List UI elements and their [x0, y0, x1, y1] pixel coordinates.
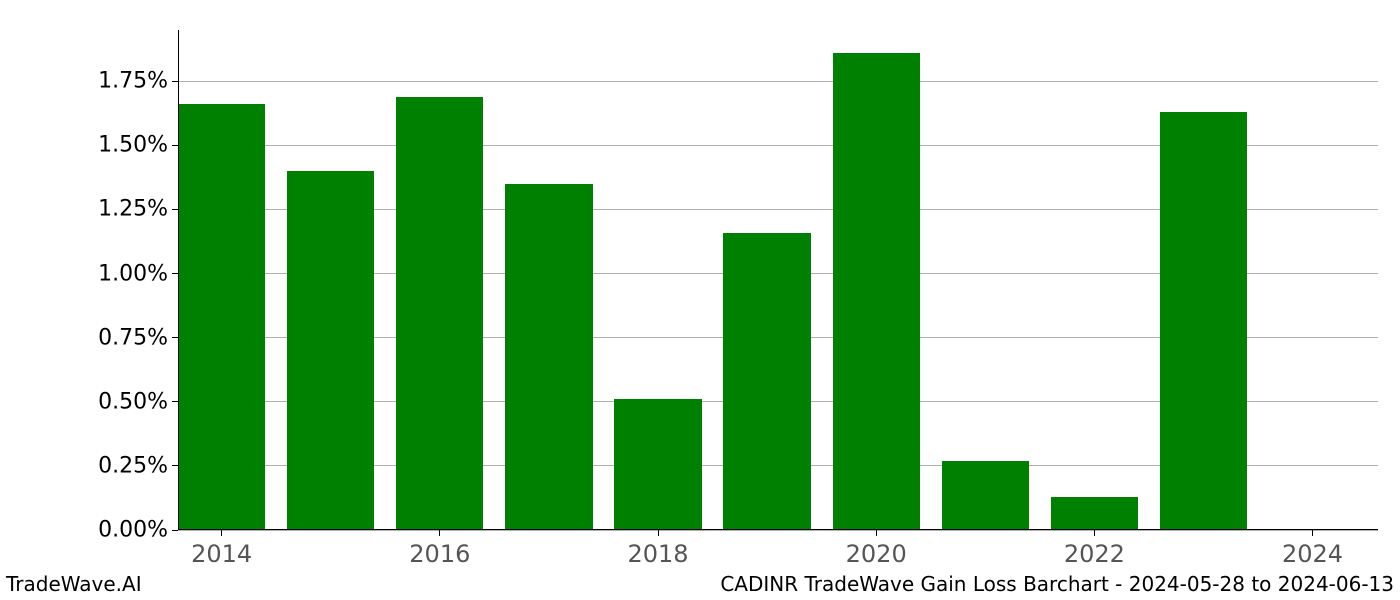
ytick-mark	[172, 145, 178, 146]
xtick-mark	[1312, 530, 1313, 536]
axis-spine-left	[178, 30, 179, 530]
bar	[505, 184, 592, 530]
ytick-label: 0.75%	[98, 325, 178, 350]
xtick-mark	[439, 530, 440, 536]
ytick-mark	[172, 273, 178, 274]
bar	[833, 53, 920, 530]
ytick-mark	[172, 530, 178, 531]
xtick-mark	[221, 530, 222, 536]
xtick-mark	[876, 530, 877, 536]
ytick-label: 1.25%	[98, 197, 178, 222]
ytick-mark	[172, 81, 178, 82]
ytick-label: 0.25%	[98, 453, 178, 478]
figure: 0.00% 0.25% 0.50% 0.75% 1.00% 1.25% 1.50% 1.75%…	[0, 0, 1400, 600]
bar	[1160, 112, 1247, 530]
ytick-label: 1.50%	[98, 133, 178, 158]
ytick-mark	[172, 337, 178, 338]
bar	[178, 104, 265, 530]
footer-right-label: CADINR TradeWave Gain Loss Barchart - 20…	[720, 572, 1394, 596]
ytick-mark	[172, 401, 178, 402]
footer-left-label: TradeWave.AI	[6, 572, 142, 596]
ytick-mark	[172, 465, 178, 466]
ytick-label: 0.50%	[98, 389, 178, 414]
axis-spine-bottom	[178, 529, 1378, 530]
xtick-mark	[1094, 530, 1095, 536]
bar	[287, 171, 374, 530]
bar	[942, 461, 1029, 530]
xtick-mark	[658, 530, 659, 536]
ytick-label: 1.75%	[98, 69, 178, 94]
ytick-label: 0.00%	[98, 518, 178, 543]
gridline	[178, 81, 1378, 82]
plot-area: 0.00%0.25%0.50%0.75%1.00%1.25%1.50%1.75%…	[178, 30, 1378, 530]
bar	[614, 399, 701, 530]
bar	[723, 233, 810, 530]
ytick-mark	[172, 209, 178, 210]
bar	[1051, 497, 1138, 530]
ytick-label: 1.00%	[98, 261, 178, 286]
bar	[396, 97, 483, 530]
